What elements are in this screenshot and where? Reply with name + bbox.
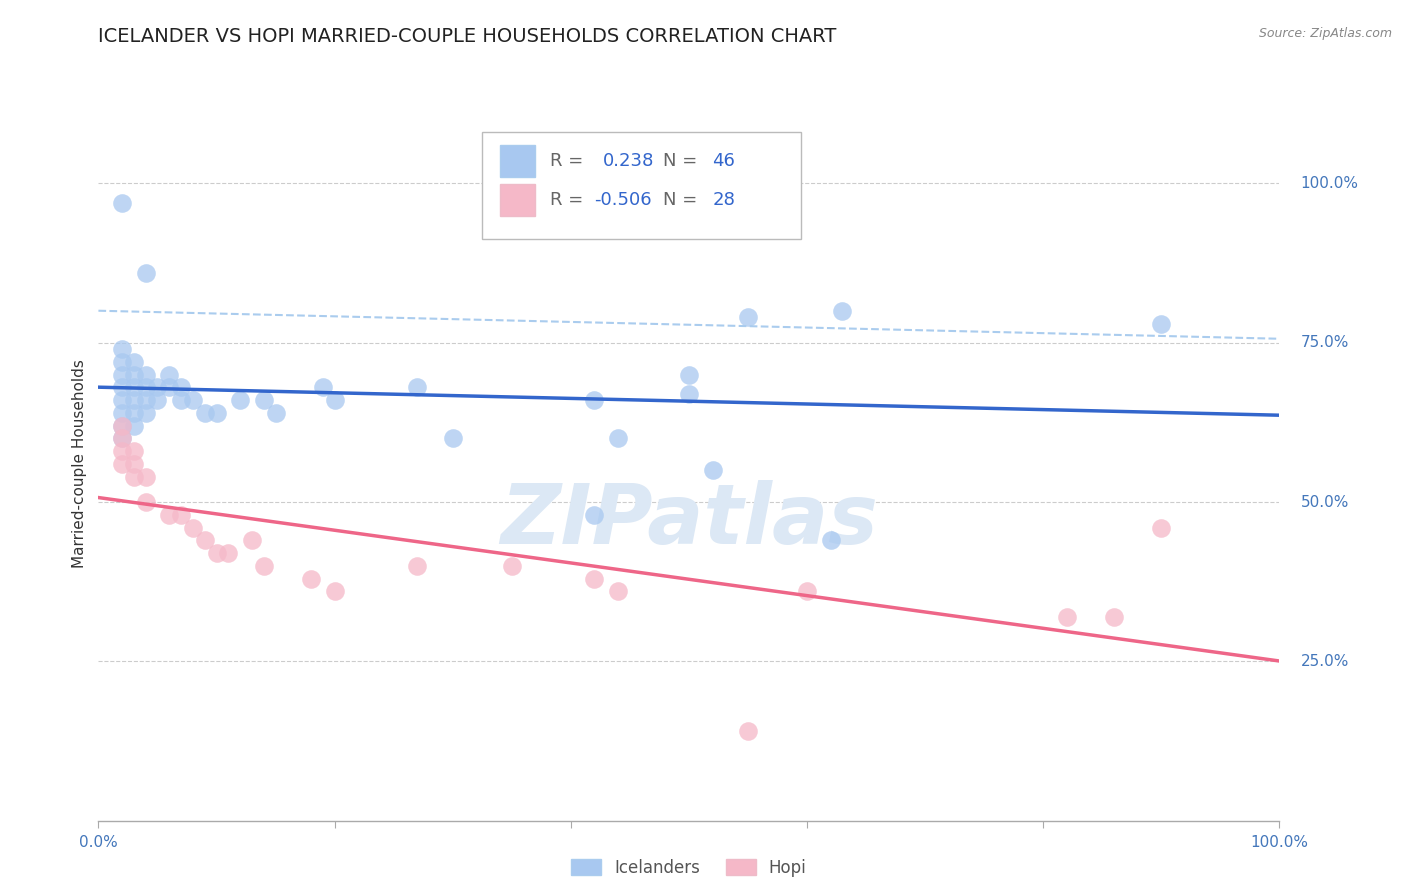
Text: R =: R =: [550, 191, 589, 209]
Point: [111, 342, 134, 356]
Point: [240, 533, 263, 548]
Text: R =: R =: [550, 152, 589, 169]
Point: [111, 418, 134, 433]
Point: [1150, 520, 1173, 534]
Point: [229, 393, 252, 408]
Text: 50.0%: 50.0%: [1301, 494, 1348, 509]
Text: 28: 28: [713, 191, 735, 209]
Point: [111, 431, 134, 445]
Point: [170, 508, 193, 522]
Point: [194, 406, 217, 420]
Point: [194, 533, 217, 548]
Point: [111, 457, 134, 471]
Point: [406, 558, 429, 573]
Point: [111, 393, 134, 408]
Point: [157, 508, 180, 522]
Text: 75.0%: 75.0%: [1301, 335, 1348, 351]
Point: [607, 584, 630, 599]
Point: [1102, 609, 1125, 624]
Text: ZIPatlas: ZIPatlas: [501, 481, 877, 561]
Point: [583, 572, 606, 586]
Legend: Icelanders, Hopi: Icelanders, Hopi: [565, 853, 813, 884]
Point: [205, 546, 228, 560]
Point: [1056, 609, 1078, 624]
Point: [135, 469, 157, 483]
Text: 100.0%: 100.0%: [1301, 176, 1358, 191]
Point: [205, 406, 228, 420]
Point: [737, 310, 759, 325]
Point: [170, 393, 193, 408]
Point: [264, 406, 287, 420]
Point: [111, 380, 134, 394]
Point: [181, 520, 204, 534]
Text: 0.238: 0.238: [603, 152, 654, 169]
Point: [146, 380, 169, 394]
Point: [820, 533, 842, 548]
Point: [122, 355, 145, 369]
Text: -0.506: -0.506: [595, 191, 652, 209]
Point: [678, 386, 700, 401]
Point: [122, 368, 145, 382]
Point: [441, 431, 464, 445]
Point: [135, 495, 157, 509]
Point: [607, 431, 630, 445]
Point: [122, 444, 145, 458]
Point: [299, 572, 322, 586]
Point: [678, 368, 700, 382]
Point: [135, 368, 157, 382]
Text: Source: ZipAtlas.com: Source: ZipAtlas.com: [1258, 27, 1392, 40]
Point: [122, 380, 145, 394]
Point: [501, 558, 523, 573]
Point: [135, 393, 157, 408]
Point: [111, 406, 134, 420]
Point: [122, 393, 145, 408]
Point: [253, 393, 276, 408]
Point: [796, 584, 818, 599]
Point: [111, 431, 134, 445]
FancyBboxPatch shape: [501, 184, 536, 216]
Text: N =: N =: [664, 191, 703, 209]
Text: ICELANDER VS HOPI MARRIED-COUPLE HOUSEHOLDS CORRELATION CHART: ICELANDER VS HOPI MARRIED-COUPLE HOUSEHO…: [98, 27, 837, 45]
Point: [122, 406, 145, 420]
Point: [135, 266, 157, 280]
Point: [111, 444, 134, 458]
Point: [583, 393, 606, 408]
Point: [170, 380, 193, 394]
Point: [323, 393, 346, 408]
Point: [111, 195, 134, 210]
Text: N =: N =: [664, 152, 703, 169]
Point: [406, 380, 429, 394]
Point: [217, 546, 239, 560]
Point: [1150, 317, 1173, 331]
Y-axis label: Married-couple Households: Married-couple Households: [72, 359, 87, 568]
Point: [831, 304, 853, 318]
Point: [122, 457, 145, 471]
Point: [737, 724, 759, 739]
Text: 25.0%: 25.0%: [1301, 654, 1348, 669]
Point: [157, 368, 180, 382]
Point: [122, 418, 145, 433]
Point: [181, 393, 204, 408]
Point: [312, 380, 335, 394]
Point: [111, 418, 134, 433]
Point: [323, 584, 346, 599]
Point: [122, 469, 145, 483]
Point: [583, 508, 606, 522]
FancyBboxPatch shape: [501, 145, 536, 177]
Text: 46: 46: [713, 152, 735, 169]
Point: [135, 380, 157, 394]
Point: [253, 558, 276, 573]
FancyBboxPatch shape: [482, 132, 801, 239]
Point: [702, 463, 724, 477]
Point: [111, 355, 134, 369]
Point: [157, 380, 180, 394]
Point: [135, 406, 157, 420]
Point: [111, 368, 134, 382]
Point: [146, 393, 169, 408]
